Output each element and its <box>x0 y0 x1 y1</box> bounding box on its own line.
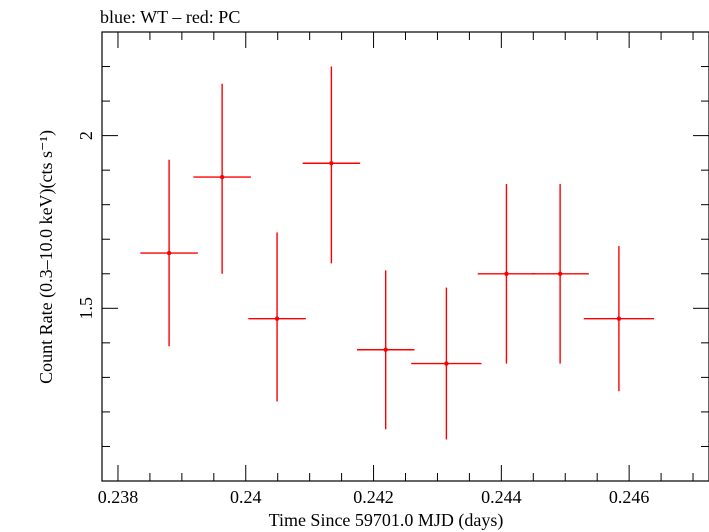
plot-frame <box>101 31 709 482</box>
y-tick-label: 1.5 <box>76 297 96 320</box>
data-marker <box>444 361 449 366</box>
data-marker <box>274 316 280 321</box>
data-point <box>531 183 589 364</box>
data-marker <box>383 347 388 352</box>
x-tick-label: 0.24 <box>230 487 262 507</box>
y-tick-label: 2 <box>76 131 96 140</box>
data-point <box>140 159 198 347</box>
data-marker <box>329 161 334 166</box>
y-axis-label: Count Rate (0.3–10.0 keV)(cts s⁻¹) <box>36 130 57 384</box>
data-point <box>411 287 482 440</box>
x-tick-label: 0.242 <box>353 487 394 507</box>
x-tick-label: 0.238 <box>98 487 139 507</box>
data-marker <box>166 250 172 256</box>
data-marker <box>616 316 622 321</box>
data-point <box>248 232 306 402</box>
data-point <box>193 83 251 274</box>
chart-title: blue: WT – red: PC <box>100 7 240 27</box>
x-axis-label: Time Since 59701.0 MJD (days) <box>269 510 504 531</box>
data-marker <box>219 174 225 180</box>
data-point <box>302 66 361 264</box>
data-marker <box>504 271 509 276</box>
data-point <box>356 270 415 430</box>
data-point <box>477 183 536 364</box>
x-tick-label: 0.244 <box>481 487 522 507</box>
data-marker <box>557 271 563 276</box>
data-point <box>583 246 655 392</box>
x-tick-label: 0.246 <box>609 487 650 507</box>
